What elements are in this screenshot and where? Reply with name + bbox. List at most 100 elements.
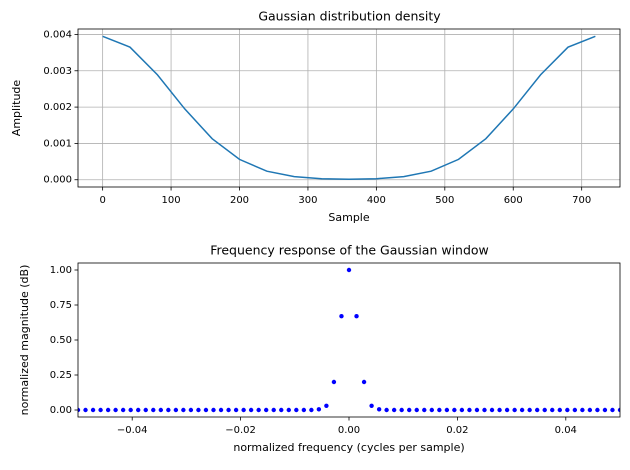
point (136, 407, 141, 413)
chart-title: Frequency response of the Gaussian windo… (210, 243, 489, 258)
point (113, 407, 118, 413)
point (309, 407, 314, 413)
point (444, 407, 450, 413)
x-tick-label: −0.02 (225, 425, 256, 436)
point (151, 407, 156, 413)
point (331, 379, 337, 385)
point (512, 407, 517, 413)
point (158, 407, 164, 413)
x-tick-label: 600 (504, 195, 523, 206)
point (286, 407, 291, 413)
point (610, 407, 615, 413)
point (128, 407, 133, 413)
point (181, 407, 186, 413)
point (105, 407, 111, 413)
point (271, 407, 276, 413)
x-tick-label: 0.02 (446, 425, 468, 436)
point (339, 314, 344, 319)
point (384, 407, 389, 413)
point (98, 407, 103, 413)
point (595, 407, 600, 413)
x-axis-label: Sample (328, 211, 369, 224)
point (422, 407, 427, 413)
point (497, 407, 502, 413)
y-tick-label: 0.002 (43, 102, 72, 113)
point (226, 407, 231, 413)
point (565, 407, 570, 413)
x-tick-label: 100 (162, 195, 181, 206)
point (602, 407, 608, 413)
point (467, 407, 472, 413)
y-tick-label: 0.25 (50, 370, 72, 381)
y-tick-label: 0.000 (43, 175, 72, 186)
point (354, 314, 359, 319)
point (233, 407, 239, 413)
point (361, 379, 367, 385)
y-tick-label: 0.001 (43, 138, 72, 149)
point (482, 407, 487, 413)
point (248, 407, 254, 413)
point (542, 407, 547, 413)
point (316, 407, 322, 412)
x-tick-label: 500 (435, 195, 454, 206)
point (263, 407, 269, 413)
axes-frame (77, 262, 621, 418)
point (301, 407, 307, 413)
point (407, 407, 412, 413)
x-tick-label: 700 (572, 195, 591, 206)
point (489, 407, 495, 413)
point (143, 407, 148, 413)
y-tick-label: 1.00 (50, 265, 72, 276)
point (527, 407, 532, 413)
y-tick-label: 0.00 (50, 405, 72, 416)
x-tick-label: 0 (99, 195, 105, 206)
y-tick-label: 0.004 (43, 29, 72, 40)
axes-frame (77, 28, 621, 188)
point (534, 407, 540, 413)
point (474, 407, 480, 413)
point (459, 407, 465, 413)
point (241, 407, 246, 413)
point (256, 407, 261, 413)
y-tick-label: 0.75 (50, 300, 72, 311)
x-tick-label: 300 (298, 195, 317, 206)
point (324, 403, 329, 408)
point (166, 407, 171, 413)
point (376, 407, 382, 412)
x-tick-label: 400 (367, 195, 386, 206)
chart-title: Gaussian distribution density (258, 9, 441, 24)
point (294, 407, 299, 413)
point (279, 407, 284, 413)
point (557, 407, 562, 413)
x-tick-label: −0.04 (117, 425, 148, 436)
plot-area (102, 35, 596, 180)
point (78, 407, 81, 413)
point (173, 407, 179, 413)
point (572, 407, 578, 413)
line (102, 35, 596, 180)
plot-area (0, 267, 620, 413)
point (369, 403, 374, 408)
y-axis-label: normalized magnitude (dB) (18, 265, 31, 416)
point (83, 407, 88, 413)
point (391, 407, 397, 413)
point (196, 407, 201, 413)
point (429, 407, 435, 413)
point (550, 407, 555, 413)
point (504, 407, 510, 413)
point (580, 407, 585, 413)
y-axis-label: Amplitude (10, 80, 23, 137)
point (587, 407, 593, 413)
point (346, 267, 352, 273)
point (617, 407, 620, 413)
point (0, 408, 2, 412)
point (211, 407, 216, 413)
x-tick-label: 0.00 (338, 425, 360, 436)
point (399, 407, 404, 413)
x-tick-label: 0.04 (555, 425, 577, 436)
x-axis-label: normalized frequency (cycles per sample) (233, 441, 464, 454)
y-tick-label: 0.50 (50, 335, 72, 346)
point (519, 407, 525, 413)
point (414, 407, 419, 413)
